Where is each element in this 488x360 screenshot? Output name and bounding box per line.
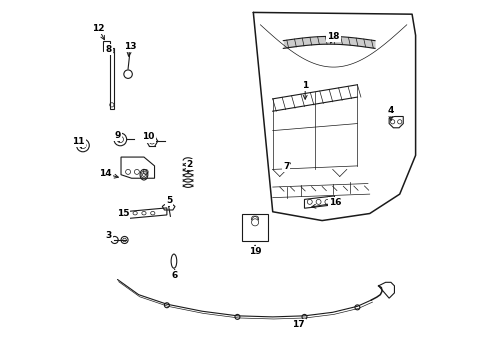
Text: 14: 14 (99, 169, 111, 178)
Text: 17: 17 (291, 320, 304, 329)
Text: 3: 3 (105, 231, 112, 240)
Text: 5: 5 (165, 196, 172, 205)
Text: 6: 6 (171, 271, 178, 280)
Text: 19: 19 (248, 247, 261, 256)
Text: 18: 18 (326, 32, 339, 41)
Text: 13: 13 (123, 42, 136, 51)
Text: 16: 16 (328, 198, 341, 207)
Text: 2: 2 (186, 159, 193, 168)
Text: 9: 9 (114, 131, 121, 140)
Text: 11: 11 (72, 137, 85, 146)
Text: 7: 7 (283, 162, 289, 171)
Bar (102, 41, 109, 51)
Text: 4: 4 (387, 105, 393, 114)
Text: 8: 8 (105, 45, 112, 54)
Text: 15: 15 (116, 209, 129, 218)
Text: 1: 1 (302, 81, 307, 90)
Text: 10: 10 (142, 132, 154, 141)
Text: 12: 12 (92, 24, 104, 33)
